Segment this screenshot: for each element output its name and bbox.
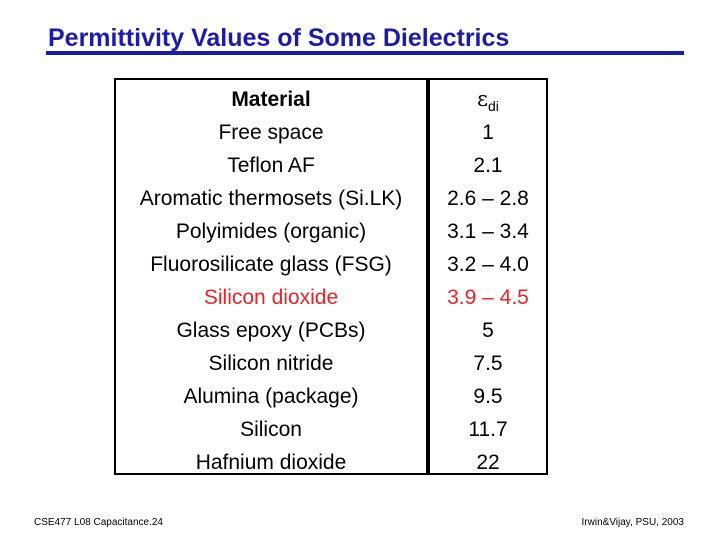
epsilon-symbol: ε — [477, 87, 488, 111]
material-cell: Teflon AF — [227, 154, 315, 177]
permittivity-cell: 3.2 – 4.0 — [447, 253, 529, 276]
material-cell: Silicon — [240, 418, 302, 441]
footer-credit: Irwin&Vijay, PSU, 2003 — [581, 517, 684, 528]
permittivity-cell: 5 — [482, 319, 494, 342]
material-cell: Alumina (package) — [183, 385, 359, 408]
permittivity-cell: 2.6 – 2.8 — [447, 187, 529, 210]
material-cell: Silicon dioxide — [203, 286, 339, 309]
material-cell: Aromatic thermosets (Si.LK) — [139, 187, 403, 210]
permittivity-cell: 2.1 — [473, 154, 503, 177]
material-column: Material Free space Teflon AF Aromatic t… — [116, 80, 426, 474]
permittivity-header: εdi — [477, 83, 499, 116]
material-cell: Silicon nitride — [208, 352, 334, 375]
slide-title: Permittivity Values of Some Dielectrics — [48, 24, 510, 52]
epsilon-subscript: di — [487, 98, 499, 115]
permittivity-cell: 7.5 — [473, 352, 503, 375]
material-header: Material — [231, 88, 311, 111]
title-underline — [46, 51, 684, 55]
material-cell: Polyimides (organic) — [175, 220, 367, 243]
material-cell: Hafnium dioxide — [195, 451, 347, 474]
material-cell: Fluorosilicate glass (FSG) — [150, 253, 392, 276]
material-cell: Glass epoxy (PCBs) — [176, 319, 366, 342]
permittivity-table: Material Free space Teflon AF Aromatic t… — [114, 78, 548, 475]
material-cell: Free space — [218, 121, 324, 144]
permittivity-cell: 9.5 — [473, 385, 503, 408]
footer-course-label: CSE477 L08 Capacitance.24 — [34, 517, 163, 528]
permittivity-cell: 11.7 — [468, 418, 508, 441]
permittivity-cell: 22 — [476, 451, 500, 474]
permittivity-cell: 3.1 – 3.4 — [447, 220, 529, 243]
permittivity-column: εdi 1 2.1 2.6 – 2.8 3.1 – 3.4 3.2 – 4.0 … — [430, 80, 546, 474]
permittivity-cell: 3.9 – 4.5 — [447, 286, 529, 309]
permittivity-cell: 1 — [482, 121, 494, 144]
